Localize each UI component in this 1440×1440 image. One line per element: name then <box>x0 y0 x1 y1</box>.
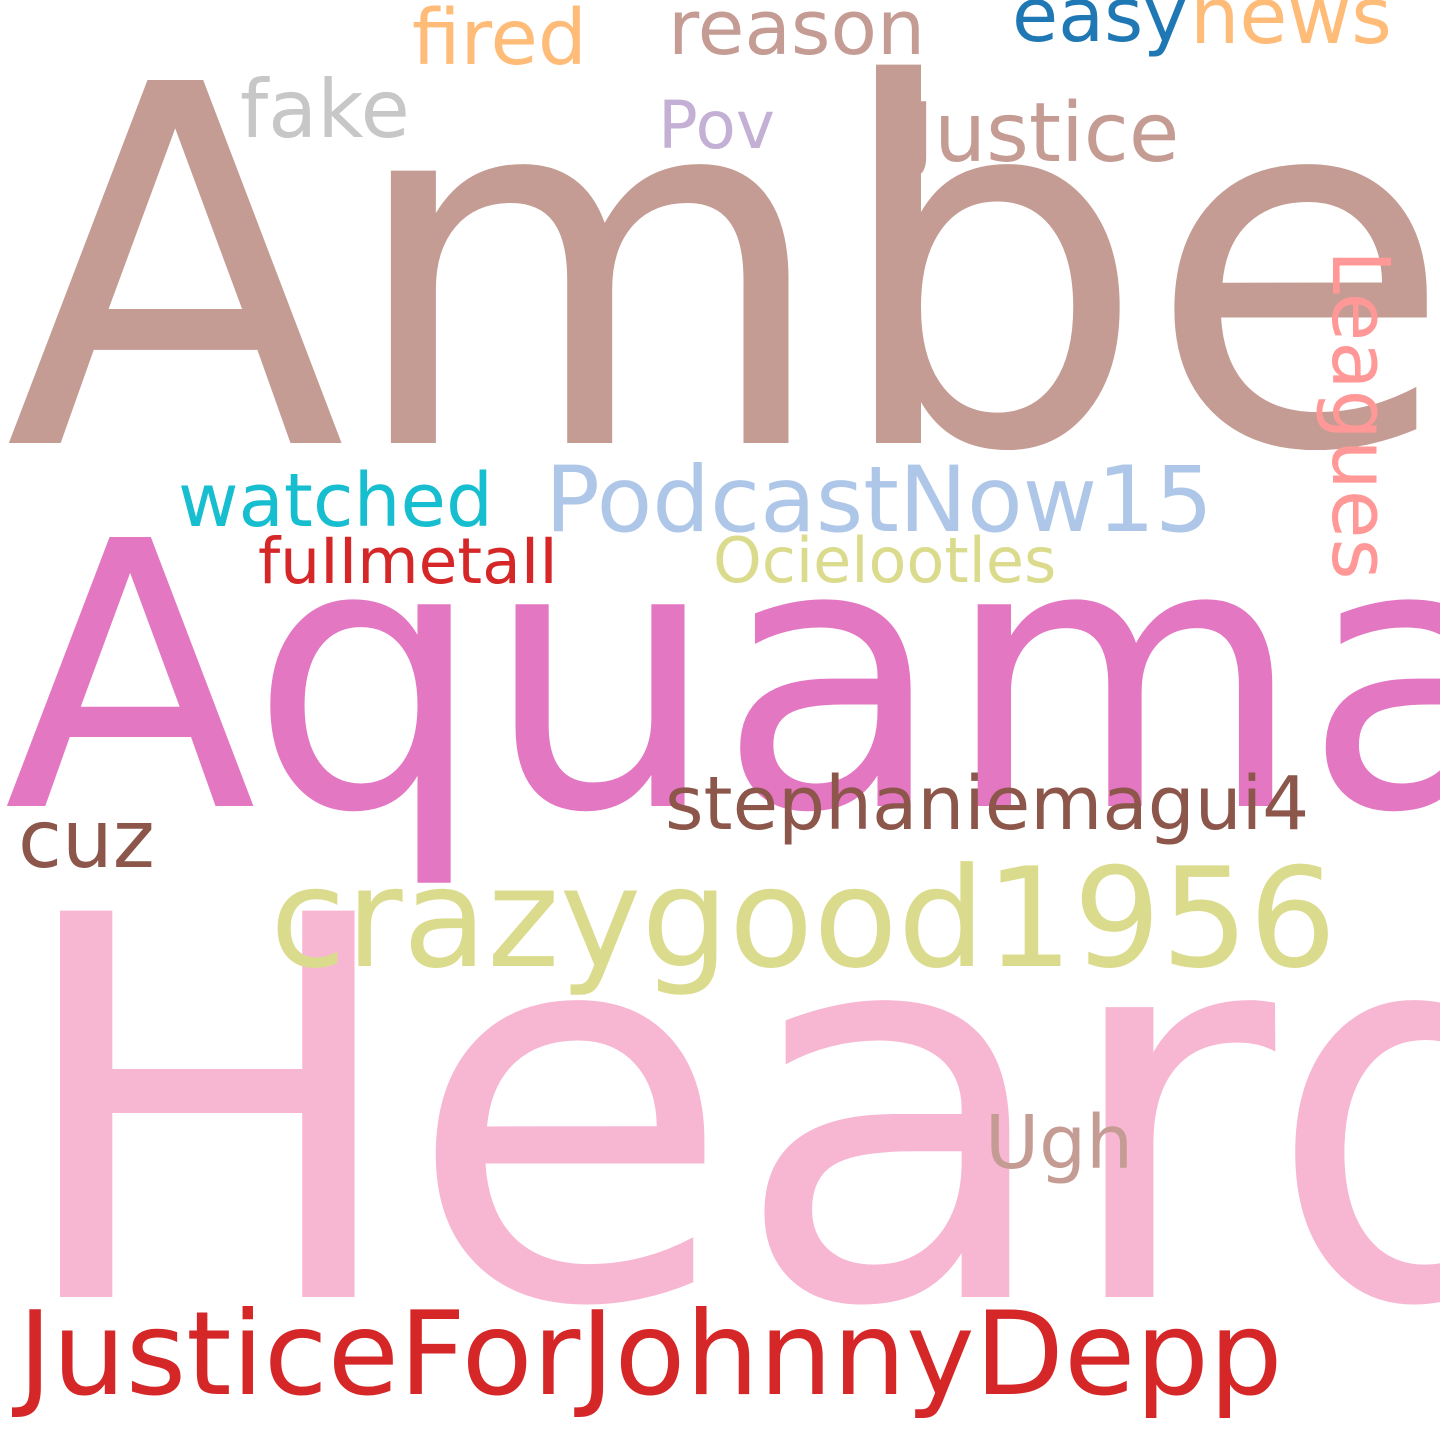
word-fullmetall: fuIImetaII <box>258 525 558 598</box>
word-aquaman: Aquaman <box>4 464 1440 894</box>
word-fired: fired <box>412 0 587 83</box>
word-podcastnow15: PodcastNow15 <box>545 448 1213 553</box>
word-fake: fake <box>240 63 410 156</box>
word-justiceforjohnnydepp: JusticeForJohnnyDepp <box>18 1287 1283 1422</box>
word-amber: Amber <box>5 0 1440 561</box>
word-leagues: Leagues <box>1314 250 1406 580</box>
word-justice: Justice <box>910 86 1180 181</box>
word-watched: watched <box>178 458 493 544</box>
word-heard: Heard <box>8 805 1440 1422</box>
word-stephaniemagui4: stephaniemagui4 <box>665 761 1310 847</box>
word-news: news <box>1190 0 1392 62</box>
word-pov: Pov <box>658 87 775 164</box>
word-easy: easy <box>1012 0 1188 59</box>
word-cuz: cuz <box>18 793 155 886</box>
word-reason: reason <box>668 0 926 72</box>
word-ocielootles: Ocielootles <box>713 524 1057 597</box>
word-ugh: Ugh <box>985 1100 1134 1186</box>
word-crazygood1956: crazygood1956 <box>270 838 1337 999</box>
